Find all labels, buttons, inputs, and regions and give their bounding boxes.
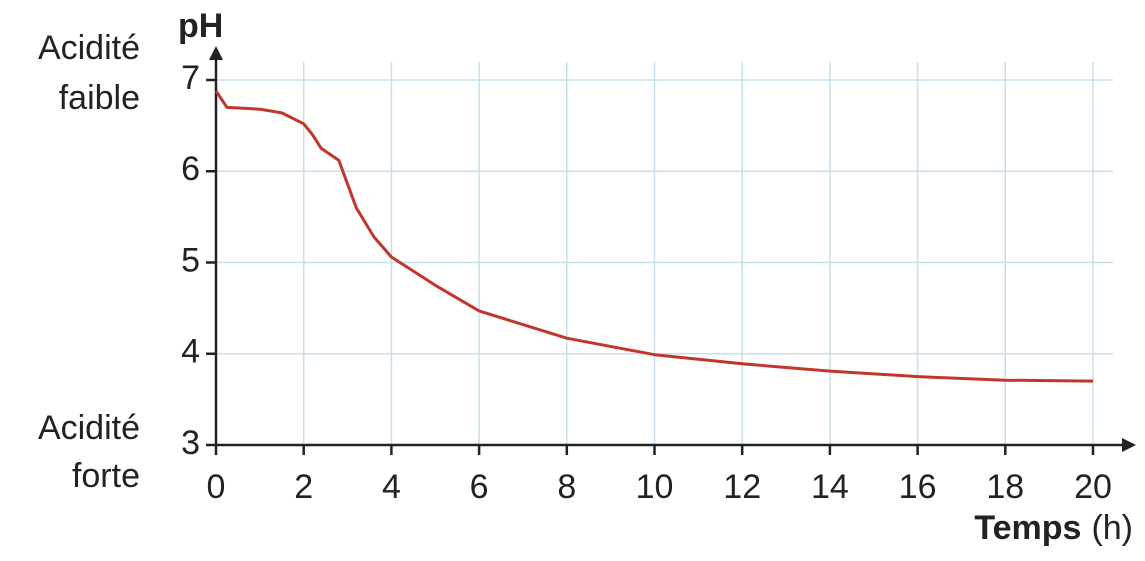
x-tick-label: 2 bbox=[294, 468, 313, 506]
x-tick-label: 10 bbox=[636, 468, 674, 506]
x-tick-label: 4 bbox=[382, 468, 401, 506]
x-axis-title-text: Temps bbox=[974, 509, 1081, 547]
y-axis-arrow bbox=[209, 46, 223, 60]
x-tick-label: 16 bbox=[899, 468, 937, 506]
y-top-label: Acidité bbox=[38, 29, 140, 67]
y-tick-label: 4 bbox=[181, 333, 200, 371]
y-tick-label: 6 bbox=[181, 150, 200, 188]
y-top-label: faible bbox=[59, 79, 140, 117]
x-axis-arrow bbox=[1122, 438, 1136, 452]
y-axis-title: pH bbox=[178, 7, 223, 45]
x-tick-label: 8 bbox=[557, 468, 576, 506]
y-tick-label: 3 bbox=[181, 424, 200, 462]
data-line bbox=[214, 90, 1094, 383]
x-tick-label: 18 bbox=[986, 468, 1024, 506]
x-tick-label: 0 bbox=[207, 468, 226, 506]
x-tick-label: 12 bbox=[723, 468, 761, 506]
x-tick-label: 6 bbox=[470, 468, 489, 506]
x-axis-unit: (h) bbox=[1091, 509, 1133, 547]
y-bottom-label: Acidité bbox=[38, 409, 140, 447]
x-tick-label: 14 bbox=[811, 468, 849, 506]
x-tick-label: 20 bbox=[1074, 468, 1112, 506]
y-tick-label: 7 bbox=[181, 59, 200, 97]
y-bottom-label: forte bbox=[72, 457, 140, 495]
x-axis-title: Temps (h) bbox=[974, 509, 1133, 547]
y-tick-label: 5 bbox=[181, 241, 200, 279]
